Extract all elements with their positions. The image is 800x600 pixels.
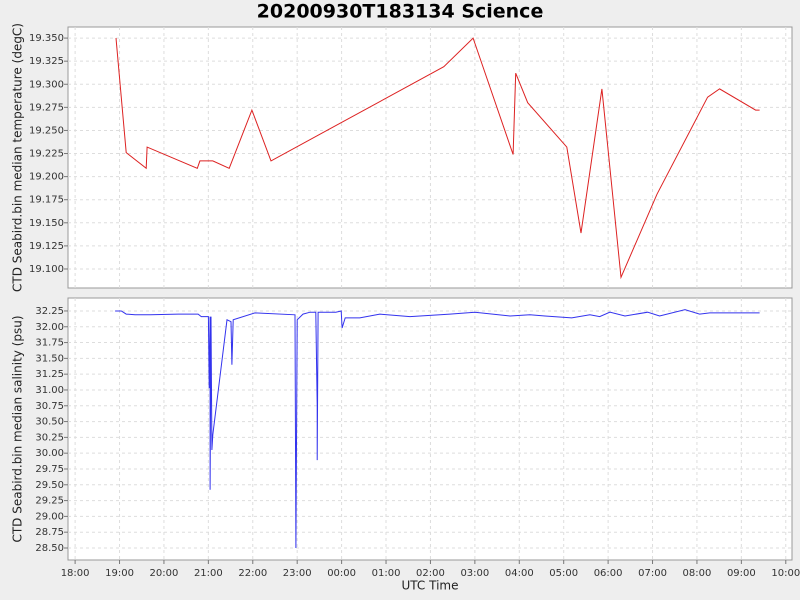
y-tick-label: 19.125 bbox=[29, 241, 64, 252]
y-tick-label: 30.75 bbox=[35, 401, 64, 412]
x-tick-label: 03:00 bbox=[460, 568, 489, 579]
y-tick-label: 19.200 bbox=[29, 172, 64, 183]
y-tick-label: 28.75 bbox=[35, 527, 64, 538]
x-axis-label: UTC Time bbox=[402, 579, 459, 593]
y-tick-label: 31.25 bbox=[35, 369, 64, 380]
y-tick-label: 19.275 bbox=[29, 102, 64, 113]
x-tick-label: 07:00 bbox=[638, 568, 667, 579]
y-tick-label: 29.50 bbox=[35, 480, 64, 491]
x-tick-label: 05:00 bbox=[549, 568, 578, 579]
data-line bbox=[115, 37, 760, 280]
y-tick-label: 32.00 bbox=[35, 322, 64, 333]
y-tick-label: 19.100 bbox=[29, 264, 64, 275]
y-tick-label: 31.50 bbox=[35, 353, 64, 364]
y-tick-label: 30.25 bbox=[35, 432, 64, 443]
x-tick-label: 21:00 bbox=[194, 568, 223, 579]
x-tick-label: 18:00 bbox=[61, 568, 90, 579]
x-tick-label: 09:00 bbox=[727, 568, 756, 579]
x-tick-label: 20:00 bbox=[150, 568, 179, 579]
y-tick-label: 30.50 bbox=[35, 417, 64, 428]
y-axis-label: CTD Seabird.bin median temperature (degC… bbox=[11, 23, 25, 292]
y-tick-label: 19.350 bbox=[29, 33, 64, 44]
x-tick-label: 00:00 bbox=[327, 568, 356, 579]
x-tick-label: 01:00 bbox=[372, 568, 401, 579]
data-line bbox=[115, 309, 760, 549]
y-tick-label: 29.75 bbox=[35, 464, 64, 475]
x-tick-label: 19:00 bbox=[105, 568, 134, 579]
y-tick-label: 28.50 bbox=[35, 543, 64, 554]
y-tick-label: 29.25 bbox=[35, 496, 64, 507]
y-tick-label: 29.00 bbox=[35, 511, 64, 522]
x-tick-label: 08:00 bbox=[683, 568, 712, 579]
y-tick-label: 19.325 bbox=[29, 56, 64, 67]
x-tick-label: 04:00 bbox=[505, 568, 534, 579]
x-tick-label: 06:00 bbox=[594, 568, 623, 579]
y-tick-label: 31.75 bbox=[35, 338, 64, 349]
x-tick-label: 22:00 bbox=[238, 568, 267, 579]
y-tick-label: 19.250 bbox=[29, 125, 64, 136]
y-tick-label: 19.225 bbox=[29, 149, 64, 160]
y-axis-label: CTD Seabird.bin median salinity (psu) bbox=[11, 315, 25, 542]
y-tick-label: 32.25 bbox=[35, 306, 64, 317]
y-tick-label: 19.150 bbox=[29, 218, 64, 229]
x-tick-label: 10:00 bbox=[771, 568, 800, 579]
y-tick-label: 31.00 bbox=[35, 385, 64, 396]
x-tick-label: 02:00 bbox=[416, 568, 445, 579]
y-tick-label: 30.00 bbox=[35, 448, 64, 459]
chart-title: 20200930T183134 Science bbox=[257, 1, 544, 23]
y-tick-label: 19.300 bbox=[29, 79, 64, 90]
y-tick-label: 19.175 bbox=[29, 195, 64, 206]
x-tick-label: 23:00 bbox=[283, 568, 312, 579]
plot-area bbox=[67, 26, 793, 289]
